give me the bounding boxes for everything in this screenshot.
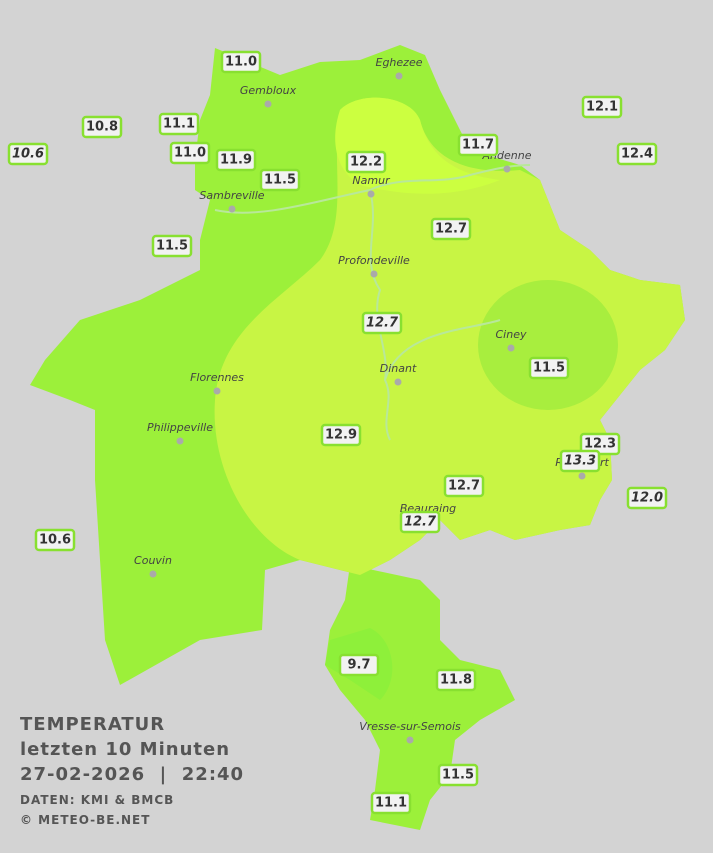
town-dot xyxy=(406,736,414,744)
station-box xyxy=(430,217,472,241)
station-box xyxy=(7,142,49,166)
town-label: Sambreville xyxy=(199,189,264,202)
station-box xyxy=(151,234,193,258)
station-value: 11.5 xyxy=(442,768,474,783)
cool-zone xyxy=(478,280,618,410)
legend-timestamp: 27-02-2026 | 22:40 xyxy=(20,764,244,785)
station-value: 11.9 xyxy=(220,153,252,168)
legend-source: DATEN: KMI & BMCB xyxy=(20,793,174,807)
town-dot xyxy=(228,205,236,213)
station-value: 12.0 xyxy=(631,491,663,506)
station-box xyxy=(626,486,668,510)
station-box xyxy=(616,142,658,166)
town-label: Florennes xyxy=(190,371,244,384)
station-value: 11.7 xyxy=(462,138,494,153)
town-dot xyxy=(264,100,272,108)
station-box xyxy=(34,528,76,552)
station-value: 12.4 xyxy=(621,147,653,162)
station-value: 12.7 xyxy=(404,515,437,530)
station-box xyxy=(158,112,200,136)
station-box xyxy=(338,653,380,677)
station-value: 11.8 xyxy=(440,673,472,688)
station-value: 11.0 xyxy=(174,146,206,161)
town-label: Ciney xyxy=(496,328,527,341)
town-dot xyxy=(503,165,511,173)
station-value: 11.1 xyxy=(375,796,407,811)
town-dot xyxy=(394,378,402,386)
station-value: 12.7 xyxy=(366,316,399,331)
station-box xyxy=(528,356,570,380)
town-label: Couvin xyxy=(134,554,172,567)
station-value: 10.8 xyxy=(86,120,118,135)
station-box xyxy=(399,510,441,534)
town-label: Eghezee xyxy=(376,56,423,69)
town-dot xyxy=(578,472,586,480)
station-value: 10.6 xyxy=(39,533,71,548)
station-box xyxy=(169,141,211,165)
town-label: Profondeville xyxy=(338,254,410,267)
station-box xyxy=(443,474,485,498)
station-value: 11.5 xyxy=(264,173,296,188)
station-value: 12.1 xyxy=(586,100,618,115)
legend: TEMPERATUR letzten 10 Minuten 27-02-2026… xyxy=(20,714,244,827)
station-box xyxy=(435,668,477,692)
station-value: 10.6 xyxy=(12,147,44,162)
station-box xyxy=(259,168,301,192)
station-value: 11.0 xyxy=(225,55,257,70)
station-value: 12.9 xyxy=(325,428,357,443)
station-box xyxy=(220,50,262,74)
station-box xyxy=(559,449,601,473)
town-label: Gembloux xyxy=(240,84,297,97)
station-box xyxy=(437,763,479,787)
station-box xyxy=(361,311,403,335)
legend-copyright: © METEO-BE.NET xyxy=(20,813,150,827)
station-value: 12.7 xyxy=(435,222,467,237)
station-box xyxy=(581,95,623,119)
town-label: Dinant xyxy=(380,362,417,375)
station-value: 11.1 xyxy=(163,117,195,132)
station-box xyxy=(457,133,499,157)
station-value: 9.7 xyxy=(347,658,370,673)
town-dot xyxy=(367,190,375,198)
station-box xyxy=(345,150,387,174)
town-dot xyxy=(370,270,378,278)
station-value: 13.3 xyxy=(564,454,596,469)
station-value: 11.5 xyxy=(533,361,565,376)
station-value: 12.7 xyxy=(448,479,480,494)
station-box xyxy=(370,791,412,815)
station-value: 11.5 xyxy=(156,239,188,254)
town-dot xyxy=(395,72,403,80)
town-dot xyxy=(176,437,184,445)
station-box xyxy=(215,148,257,172)
town-label: Namur xyxy=(352,174,391,187)
legend-title: TEMPERATUR xyxy=(20,714,165,735)
station-value: 12.2 xyxy=(350,155,382,170)
station-box xyxy=(81,115,123,139)
station-value: 12.3 xyxy=(584,437,616,452)
station-box xyxy=(320,423,362,447)
town-label: Philippeville xyxy=(147,421,213,434)
town-dot xyxy=(149,570,157,578)
town-dot xyxy=(213,387,221,395)
town-label: Vresse-sur-Semois xyxy=(359,720,461,733)
stations: 11.0 10.8 11.1 10.6 11.0 11.9 11.5 12.2 11.7 12.1… xyxy=(7,50,668,815)
legend-subtitle: letzten 10 Minuten xyxy=(20,739,230,760)
town-dot xyxy=(507,344,515,352)
